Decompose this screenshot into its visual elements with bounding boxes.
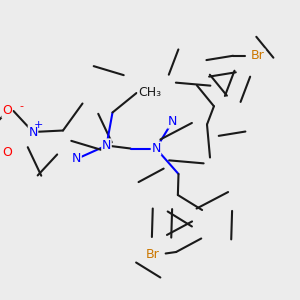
Text: -: - [20, 101, 24, 112]
Text: O: O [2, 146, 12, 160]
Text: Br: Br [146, 248, 160, 262]
Text: N: N [168, 115, 177, 128]
Text: N: N [102, 139, 111, 152]
Text: N: N [151, 142, 161, 155]
Text: O: O [2, 104, 12, 118]
Text: Br: Br [251, 49, 265, 62]
Text: N: N [72, 152, 81, 166]
Text: N: N [28, 125, 38, 139]
Text: +: + [34, 120, 43, 130]
Text: CH₃: CH₃ [138, 86, 161, 100]
